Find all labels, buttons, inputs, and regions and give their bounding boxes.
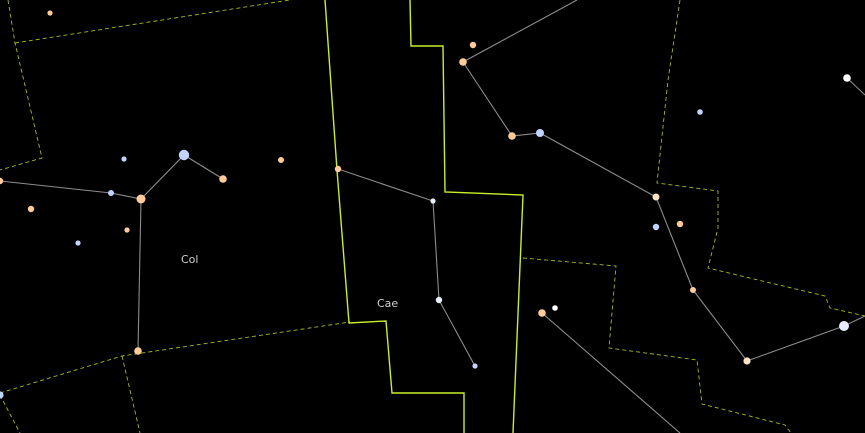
star (75, 240, 81, 246)
star (0, 391, 4, 399)
star (652, 223, 660, 231)
star (676, 220, 684, 228)
star (839, 321, 849, 331)
stars (0, 10, 851, 399)
star (134, 347, 142, 355)
stick-line (541, 312, 681, 433)
star (469, 41, 477, 49)
selected-constellation-boundary (324, 0, 524, 433)
star (334, 165, 342, 173)
stick-line (462, 0, 865, 362)
star (27, 205, 35, 213)
star (178, 149, 190, 161)
star (108, 190, 114, 196)
star (552, 305, 558, 311)
star (121, 156, 127, 162)
star (136, 194, 146, 204)
star (219, 175, 227, 183)
star (0, 177, 4, 185)
star (278, 157, 284, 163)
boundary-line (0, 394, 21, 433)
star (430, 198, 436, 204)
boundary-line (121, 355, 141, 433)
boundary-line (522, 257, 792, 433)
star (697, 109, 703, 115)
stick-line (337, 168, 476, 367)
star (690, 287, 696, 293)
boundary-line (0, 321, 351, 394)
star (536, 129, 544, 137)
constellation-labels: Col Cae (181, 253, 398, 310)
star (124, 227, 130, 233)
star (435, 296, 443, 304)
boundary-line (656, 0, 865, 317)
star (843, 74, 851, 82)
star (743, 357, 751, 365)
boundary-line (0, 0, 43, 171)
star (459, 58, 467, 66)
constellation-label-col[interactable]: Col (181, 253, 198, 266)
stick-line (137, 198, 142, 352)
star (508, 132, 516, 140)
constellation-label-cae[interactable]: Cae (377, 297, 398, 310)
stick-line (846, 77, 865, 96)
star (652, 193, 660, 201)
boundary-line (14, 0, 291, 44)
star (472, 363, 478, 369)
star (538, 309, 546, 317)
star (47, 10, 53, 16)
